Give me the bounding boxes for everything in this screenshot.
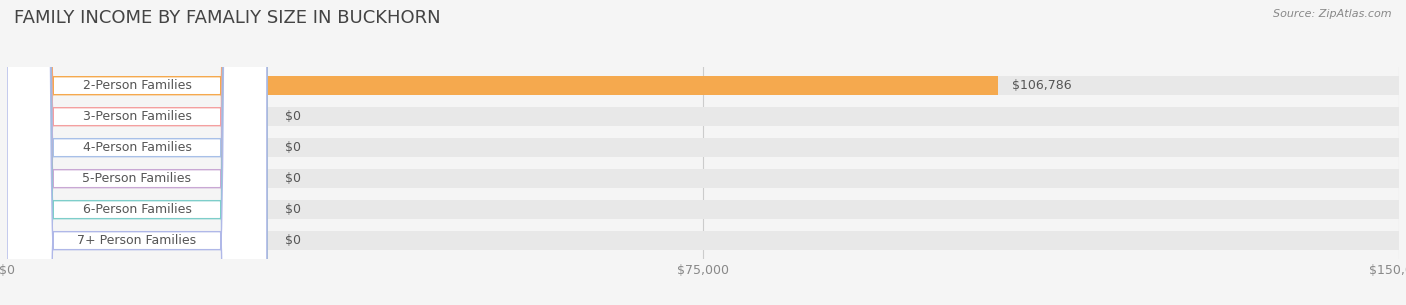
Bar [7, 231, 1399, 250]
FancyBboxPatch shape [7, 0, 267, 305]
Text: 2-Person Families: 2-Person Families [83, 79, 191, 92]
Text: $0: $0 [285, 203, 301, 216]
Text: 7+ Person Families: 7+ Person Families [77, 234, 197, 247]
Bar [7, 76, 998, 95]
FancyBboxPatch shape [7, 0, 267, 305]
Bar [7, 107, 1399, 126]
FancyBboxPatch shape [7, 0, 267, 305]
FancyBboxPatch shape [7, 0, 267, 305]
Text: $0: $0 [285, 141, 301, 154]
Text: $0: $0 [285, 234, 301, 247]
Text: FAMILY INCOME BY FAMALIY SIZE IN BUCKHORN: FAMILY INCOME BY FAMALIY SIZE IN BUCKHOR… [14, 9, 440, 27]
Text: Source: ZipAtlas.com: Source: ZipAtlas.com [1274, 9, 1392, 19]
Text: 3-Person Families: 3-Person Families [83, 110, 191, 123]
Bar [7, 76, 1399, 95]
FancyBboxPatch shape [7, 0, 267, 305]
Text: $0: $0 [285, 172, 301, 185]
Text: 4-Person Families: 4-Person Families [83, 141, 191, 154]
Text: $106,786: $106,786 [1012, 79, 1071, 92]
Bar [7, 200, 1399, 219]
Text: $0: $0 [285, 110, 301, 123]
Bar [7, 138, 1399, 157]
Bar [7, 169, 1399, 188]
Text: 5-Person Families: 5-Person Families [83, 172, 191, 185]
FancyBboxPatch shape [7, 0, 267, 305]
Text: 6-Person Families: 6-Person Families [83, 203, 191, 216]
